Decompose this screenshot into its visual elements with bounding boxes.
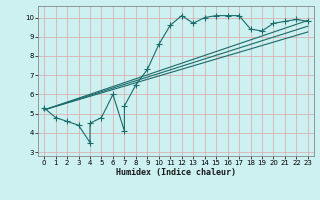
X-axis label: Humidex (Indice chaleur): Humidex (Indice chaleur) xyxy=(116,168,236,177)
